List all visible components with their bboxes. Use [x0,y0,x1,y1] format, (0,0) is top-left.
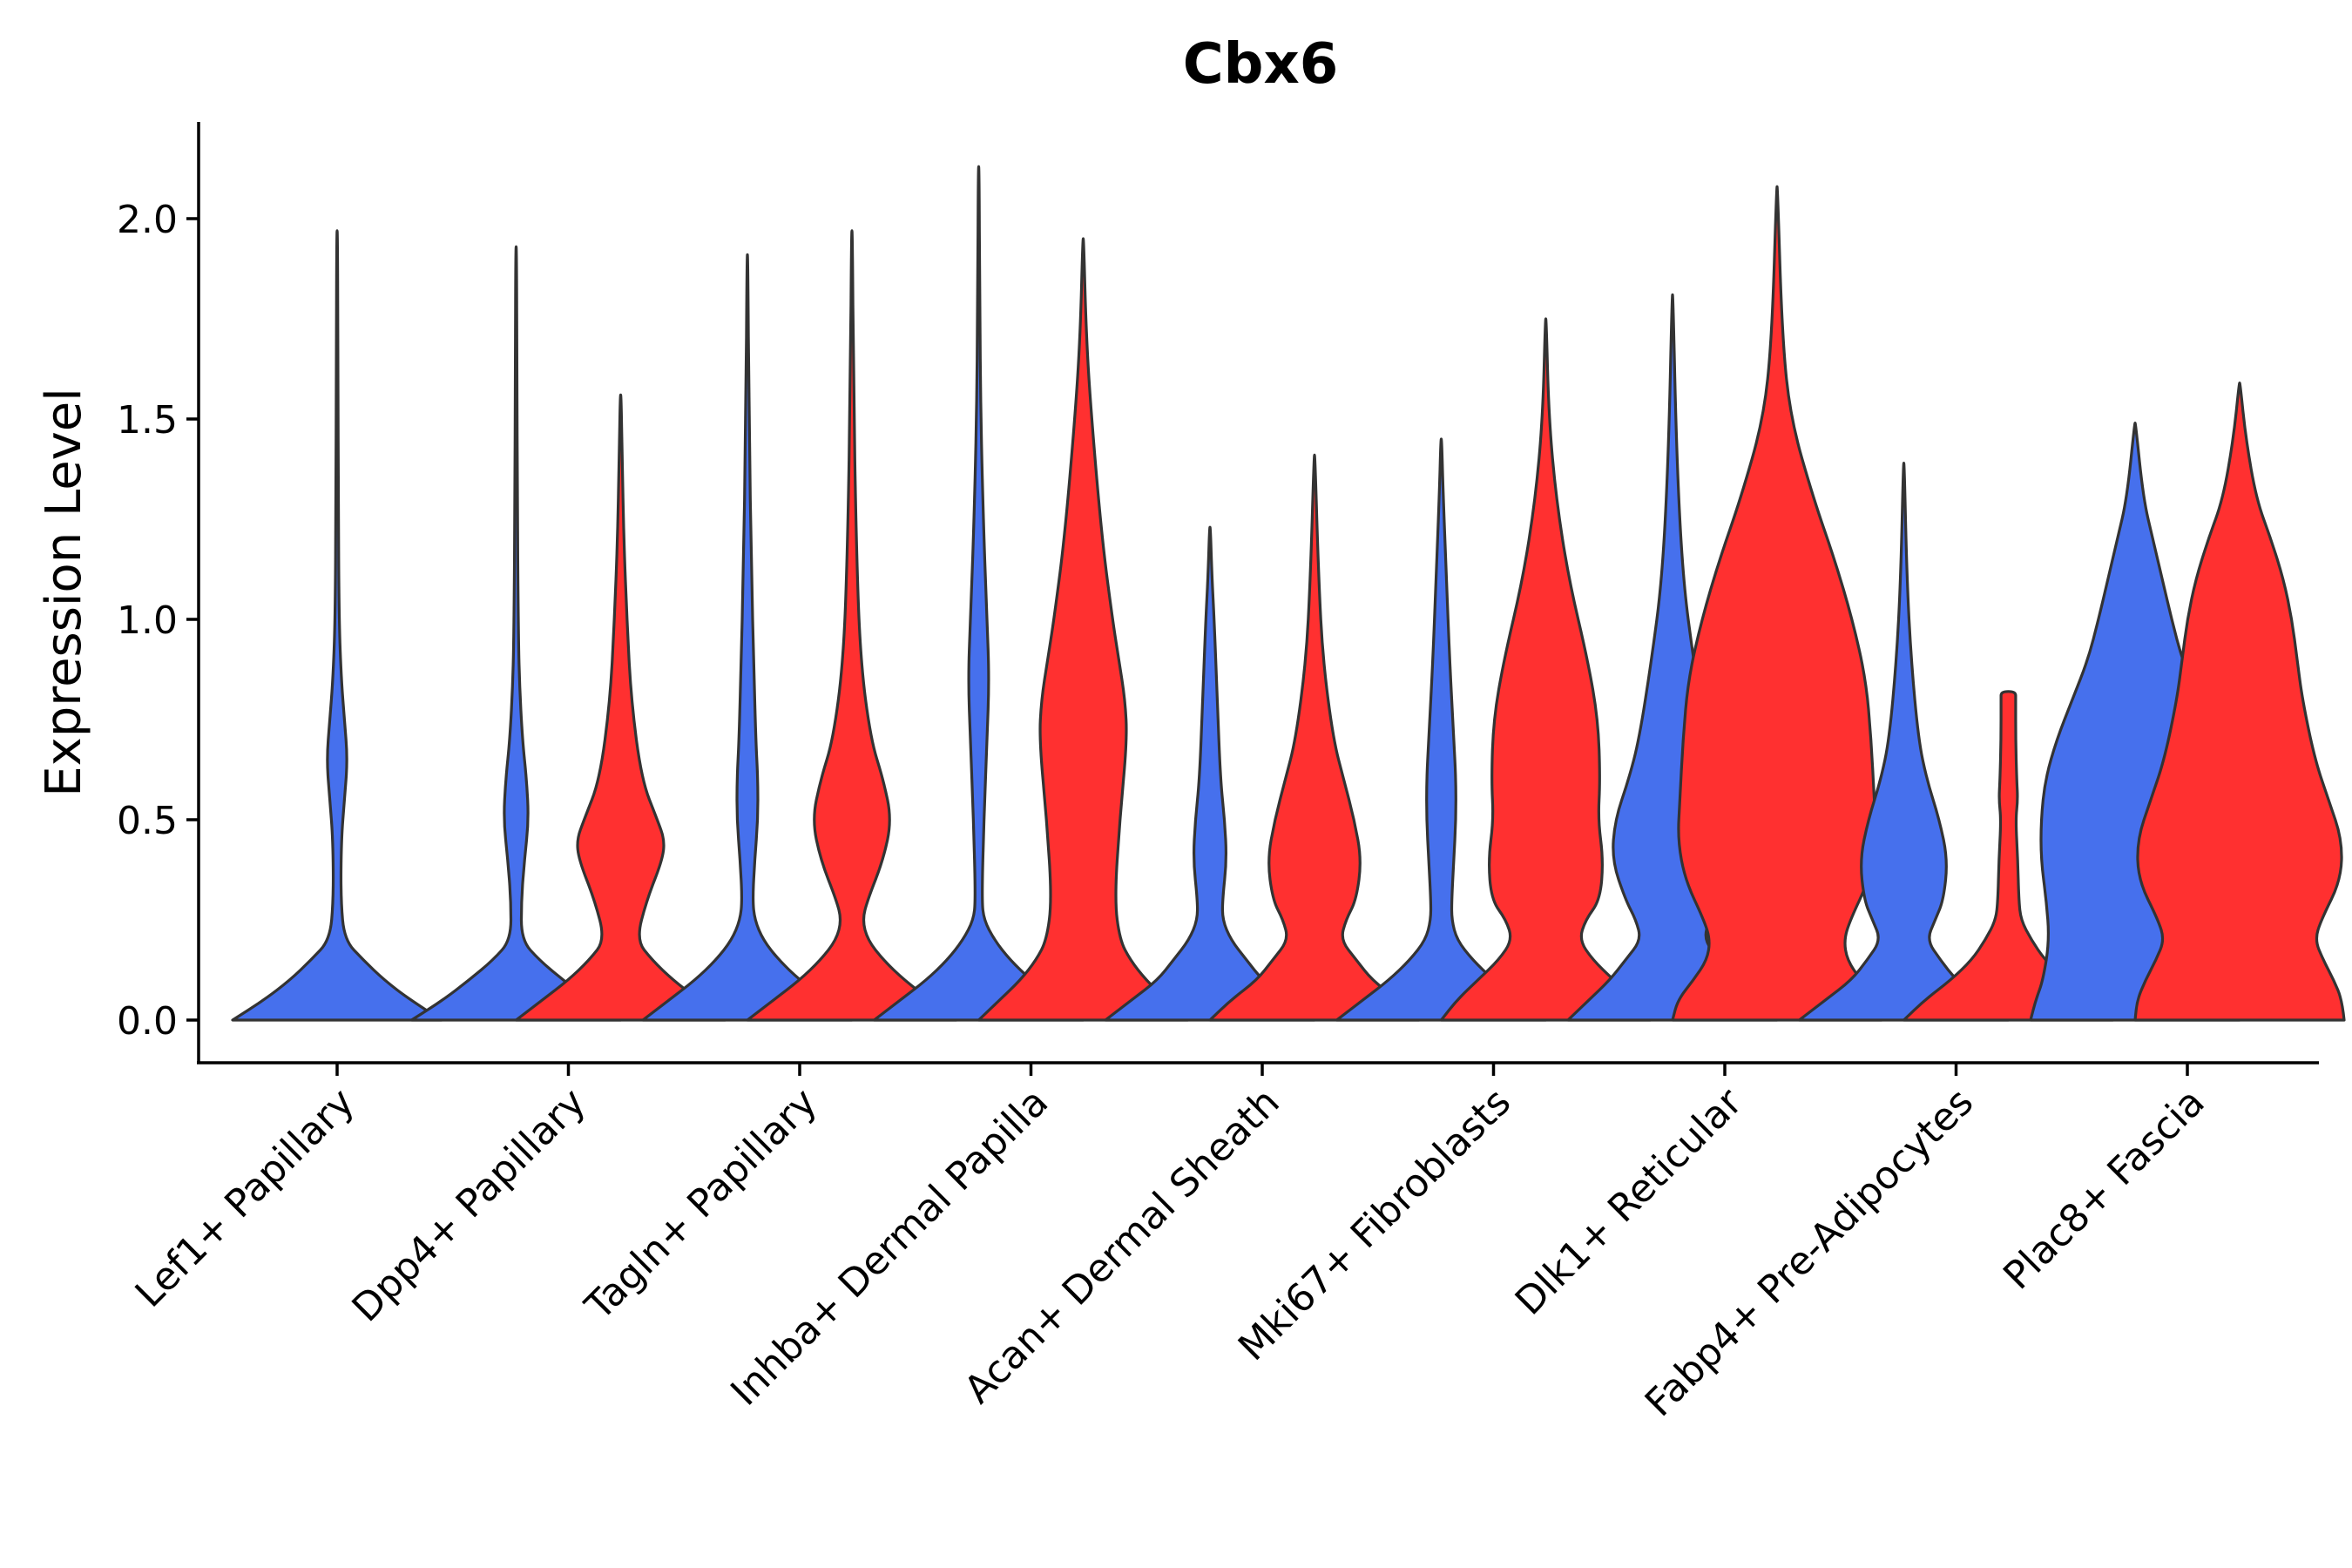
y-axis-label: Expression Level [36,388,92,797]
violin-group2-6 [1671,185,1883,1022]
violin-group2-2 [746,229,958,1022]
violin-group2-1 [514,393,727,1022]
violin-group2-5 [1439,317,1652,1022]
violin-group2-7 [1902,690,2115,1022]
violin-group1-1 [409,245,623,1022]
violin-group1-0 [231,229,443,1022]
violin-group [231,165,2346,1022]
y-ticks: 0.0 0.5 1.0 1.5 2.0 [117,198,199,1044]
y-tick-label: 0.5 [117,799,178,843]
y-tick-label: 2.0 [117,198,178,242]
x-tick-label: Dlk1+ Reticular [1507,1079,1752,1324]
y-tick-label: 1.0 [117,598,178,643]
violin-group1-4 [1104,525,1316,1022]
violin-group1-2 [641,253,854,1022]
x-tick-label: Dpp4+ Papillary [344,1080,595,1331]
x-tick-label: Plac8+ Fascia [1995,1080,2213,1299]
violin-group1-7 [1797,462,2011,1022]
violin-group2-3 [977,237,1190,1022]
y-tick-label: 1.5 [117,398,178,443]
x-tick-label: Lef1+ Papillary [127,1080,363,1316]
x-tick-label: Tagln+ Papillary [577,1080,826,1329]
violin-group2-8 [2133,382,2346,1022]
violin-group1-5 [1335,437,1548,1022]
chart-title: Cbx6 [1183,32,1339,97]
violin-group1-3 [872,165,1085,1022]
violin-group2-4 [1208,453,1421,1022]
y-tick-label: 0.0 [117,999,178,1044]
